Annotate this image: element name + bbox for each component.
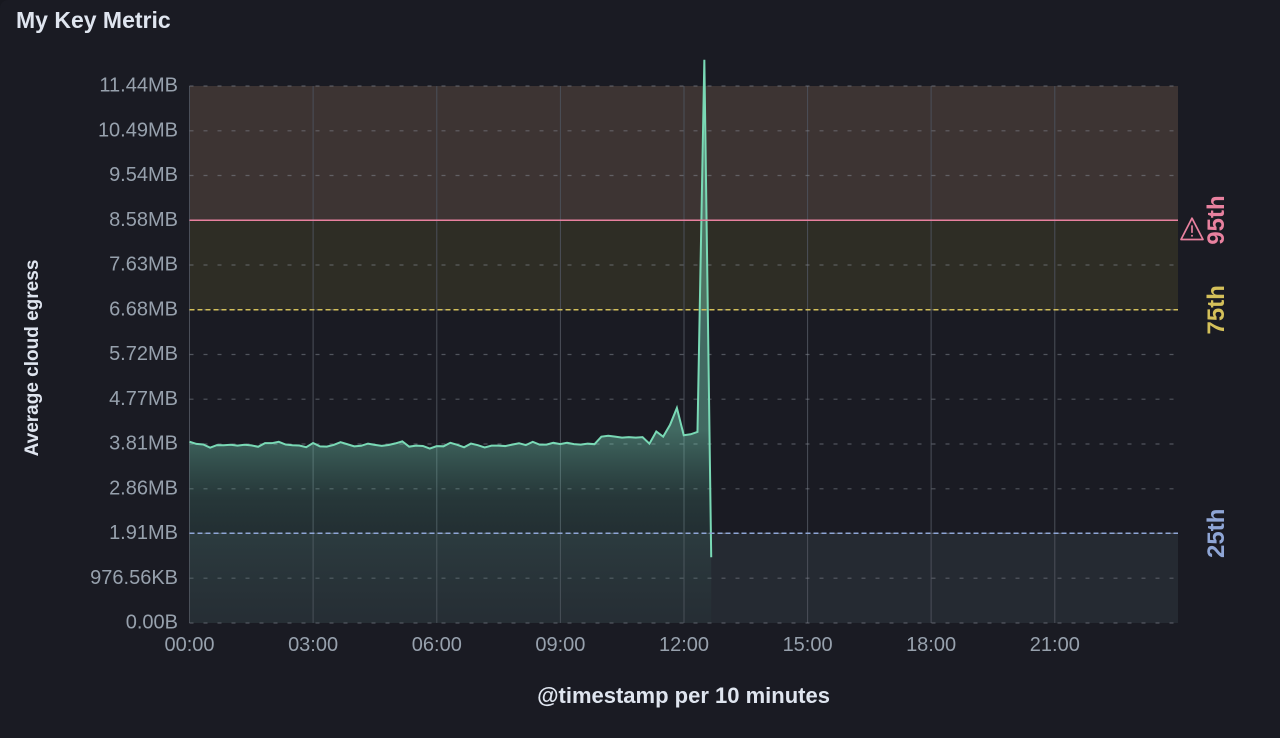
svg-text:21:00: 21:00 (1030, 634, 1080, 656)
svg-text:15:00: 15:00 (783, 634, 833, 656)
svg-text:6.68MB: 6.68MB (109, 298, 178, 320)
svg-text:0.00B: 0.00B (126, 612, 178, 634)
svg-text:95th: 95th (1203, 195, 1230, 244)
svg-text:25th: 25th (1203, 509, 1230, 558)
svg-text:12:00: 12:00 (659, 634, 709, 656)
svg-text:11.44MB: 11.44MB (99, 75, 178, 97)
svg-text:8.58MB: 8.58MB (109, 209, 178, 231)
svg-text:3.81MB: 3.81MB (109, 433, 178, 455)
svg-text:2.86MB: 2.86MB (109, 477, 178, 499)
svg-text:06:00: 06:00 (412, 634, 462, 656)
svg-text:75th: 75th (1203, 285, 1230, 334)
svg-text:9.54MB: 9.54MB (109, 164, 178, 186)
svg-text:7.63MB: 7.63MB (109, 254, 178, 276)
svg-text:5.72MB: 5.72MB (109, 343, 178, 365)
svg-text:976.56KB: 976.56KB (90, 567, 178, 589)
svg-text:4.77MB: 4.77MB (109, 388, 178, 410)
svg-text:18:00: 18:00 (906, 634, 956, 656)
svg-text:@timestamp per 10 minutes: @timestamp per 10 minutes (537, 683, 830, 708)
svg-text:09:00: 09:00 (535, 634, 585, 656)
svg-text:1.91MB: 1.91MB (109, 522, 178, 544)
svg-text:Average cloud egress: Average cloud egress (22, 260, 43, 457)
svg-text:10.49MB: 10.49MB (98, 119, 178, 141)
svg-text:00:00: 00:00 (164, 634, 214, 656)
svg-text:03:00: 03:00 (288, 634, 338, 656)
